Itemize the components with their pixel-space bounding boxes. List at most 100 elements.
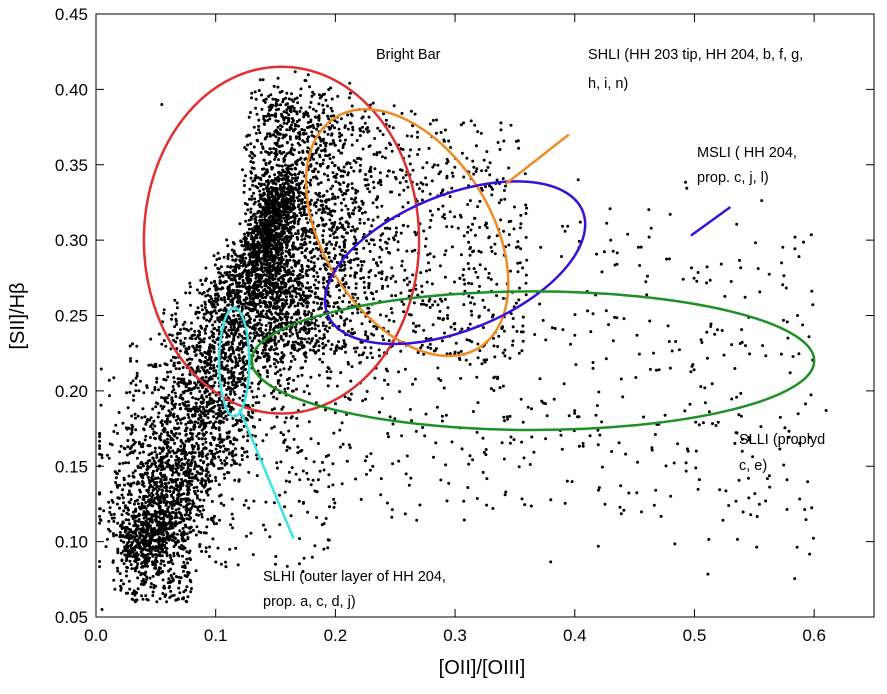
scatter-point — [180, 493, 184, 496]
scatter-point — [229, 408, 233, 412]
scatter-point — [162, 514, 166, 518]
scatter-point — [130, 431, 134, 434]
scatter-point — [158, 434, 162, 438]
scatter-point — [227, 328, 231, 332]
scatter-point — [172, 593, 176, 597]
scatter-point — [177, 367, 181, 371]
scatter-point — [268, 267, 272, 271]
scatter-point — [163, 496, 167, 500]
scatter-point — [202, 340, 206, 344]
scatter-point — [333, 126, 336, 130]
scatter-point — [278, 237, 282, 240]
scatter-point — [317, 348, 321, 352]
scatter-point — [316, 324, 320, 328]
scatter-point — [261, 234, 265, 238]
scatter-point — [335, 120, 339, 124]
scatter-point — [346, 231, 349, 235]
scatter-point — [288, 334, 292, 338]
scatter-point — [260, 182, 264, 186]
scatter-point — [202, 316, 206, 320]
scatter-point — [177, 458, 181, 462]
scatter-point — [162, 563, 166, 567]
scatter-point — [296, 141, 300, 145]
scatter-point — [162, 559, 165, 563]
scatter-point — [135, 482, 139, 486]
scatter-point — [331, 232, 335, 236]
scatter-point — [190, 321, 193, 325]
scatter-point — [221, 345, 225, 349]
scatter-point — [165, 437, 169, 441]
scatter-point — [199, 383, 203, 387]
scatter-point — [165, 547, 169, 550]
scatter-point — [169, 359, 173, 363]
scatter-point — [214, 288, 218, 292]
scatter-point — [260, 323, 264, 327]
scatter-point — [119, 551, 123, 555]
scatter-point — [202, 369, 206, 373]
scatter-point — [178, 349, 182, 353]
scatter-point — [247, 314, 251, 318]
scatter-point — [233, 355, 237, 359]
scatter-point — [115, 483, 119, 487]
scatter-point — [285, 108, 289, 112]
scatter-point — [258, 301, 262, 304]
scatter-point — [231, 309, 235, 313]
scatter-point — [268, 202, 272, 206]
scatter-point — [341, 300, 345, 304]
scatter-point — [211, 519, 215, 523]
scatter-point — [168, 536, 172, 540]
scatter-point — [129, 563, 133, 567]
scatter-point — [344, 281, 348, 285]
scatter-point — [231, 342, 234, 346]
scatter-point — [141, 547, 145, 551]
scatter-point — [154, 405, 158, 409]
scatter-point — [288, 304, 292, 308]
scatter-point — [321, 162, 325, 166]
scatter-point — [259, 265, 263, 269]
scatter-point — [129, 550, 133, 554]
scatter-point — [219, 501, 223, 505]
scatter-point — [268, 132, 272, 136]
scatter-point — [206, 389, 209, 393]
scatter-point — [157, 332, 161, 336]
scatter-point — [181, 526, 185, 530]
scatter-point — [244, 367, 248, 371]
scatter-point — [174, 543, 178, 547]
scatter-point — [145, 420, 149, 424]
scatter-point — [253, 290, 256, 294]
scatter-point — [140, 506, 144, 510]
scatter-point — [183, 523, 187, 527]
scatter-point — [187, 476, 191, 480]
scatter-point — [281, 251, 285, 255]
scatter-point — [202, 337, 206, 341]
scatter-point — [207, 351, 211, 355]
scatter-point — [218, 494, 221, 498]
scatter-point — [213, 404, 217, 408]
scatter-point — [294, 179, 297, 183]
scatter-point — [221, 350, 225, 354]
scatter-point — [196, 397, 200, 401]
scatter-point — [155, 455, 159, 459]
scatter-point — [196, 367, 200, 371]
scatter-point — [200, 472, 204, 475]
scatter-point — [247, 410, 251, 414]
scatter-point — [206, 412, 210, 416]
scatter-point — [230, 303, 234, 307]
scatter-point — [140, 416, 144, 420]
scatter-point — [176, 532, 179, 536]
scatter-point — [202, 407, 206, 411]
scatter-point — [240, 305, 244, 309]
scatter-point — [294, 264, 297, 268]
scatter-point — [293, 70, 297, 74]
scatter-point — [171, 471, 175, 475]
scatter-point — [148, 498, 152, 501]
scatter-point — [213, 309, 217, 313]
scatter-point — [116, 431, 119, 435]
scatter-point — [251, 424, 255, 428]
scatter-point — [150, 476, 154, 480]
scatter-point — [188, 407, 192, 411]
scatter-point — [248, 286, 252, 290]
scatter-point — [174, 470, 178, 474]
scatter-point — [166, 535, 170, 538]
scatter-point — [243, 232, 246, 236]
